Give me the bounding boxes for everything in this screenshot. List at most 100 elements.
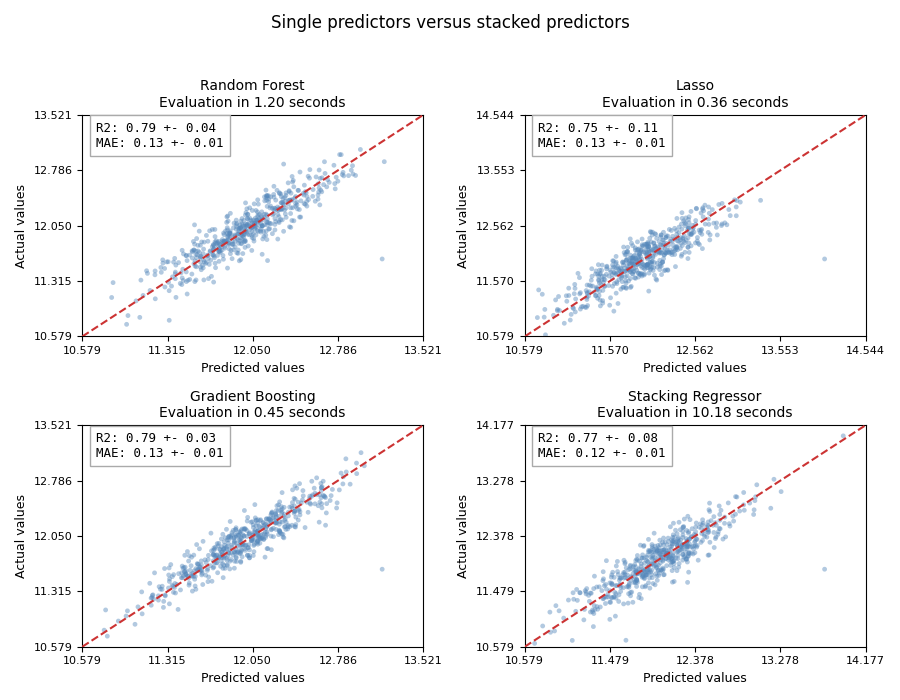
Point [629,254,643,265]
Point [572,272,587,284]
Point [238,241,252,253]
Point [274,197,288,209]
Point [616,257,630,268]
Point [281,195,295,206]
Point [618,556,633,568]
Point [622,564,636,575]
Point [265,506,279,517]
Point [208,231,222,242]
Point [245,220,259,231]
Point [302,493,317,504]
Point [289,512,303,523]
Point [260,526,274,538]
Point [635,241,650,252]
Point [259,513,274,524]
Point [142,578,157,589]
Point [549,600,563,611]
Point [259,216,274,228]
Point [135,608,149,620]
Point [230,546,245,557]
Point [249,530,264,541]
Point [652,551,666,562]
Point [193,247,207,258]
Point [314,482,328,493]
Point [188,256,202,267]
Point [641,259,655,270]
Point [689,534,704,545]
Point [217,552,231,563]
Point [613,573,627,584]
Point [271,499,285,510]
Point [706,218,721,229]
Point [185,246,200,258]
Point [674,251,688,262]
Point [292,506,307,517]
Point [217,237,231,248]
Point [658,536,672,547]
Point [272,524,286,536]
Point [287,506,302,517]
Point [673,534,688,545]
Point [632,251,646,262]
Point [640,260,654,271]
Point [637,573,652,584]
Point [666,244,680,255]
Point [590,268,605,279]
Point [679,553,693,564]
Point [629,256,643,267]
Point [257,195,272,206]
Point [240,542,255,553]
Point [235,213,249,224]
Point [255,212,269,223]
Point [202,550,216,561]
Point [655,552,670,563]
Point [248,499,262,510]
Point [274,203,289,214]
Point [634,540,648,551]
Point [704,515,718,526]
Point [634,267,648,279]
Point [228,236,242,247]
Point [662,552,677,564]
Point [688,536,702,547]
Point [319,519,333,531]
Point [292,211,307,223]
Point [569,606,583,617]
Point [566,594,580,605]
Point [246,519,260,531]
Point [224,244,238,256]
Point [749,491,763,503]
Point [670,244,685,256]
Point [684,206,698,217]
Point [218,540,232,551]
Point [670,232,685,243]
Point [162,576,176,587]
Point [667,562,681,573]
Point [220,262,235,274]
Point [687,227,701,238]
Point [573,304,588,315]
Point [348,170,363,181]
Point [634,254,649,265]
Point [256,533,271,545]
Point [249,514,264,526]
Point [653,231,668,242]
Point [314,485,328,496]
Point [681,526,696,538]
Point [234,532,248,543]
Point [649,229,663,240]
Point [220,216,235,227]
Point [191,239,205,251]
Point [242,220,256,232]
Point [614,582,628,593]
Point [281,519,295,531]
Point [636,246,651,258]
Point [641,556,655,567]
Point [645,256,660,267]
Point [180,255,194,266]
Point [233,556,248,568]
Point [195,568,210,579]
Point [628,576,643,587]
Point [563,314,578,326]
Point [304,476,319,487]
